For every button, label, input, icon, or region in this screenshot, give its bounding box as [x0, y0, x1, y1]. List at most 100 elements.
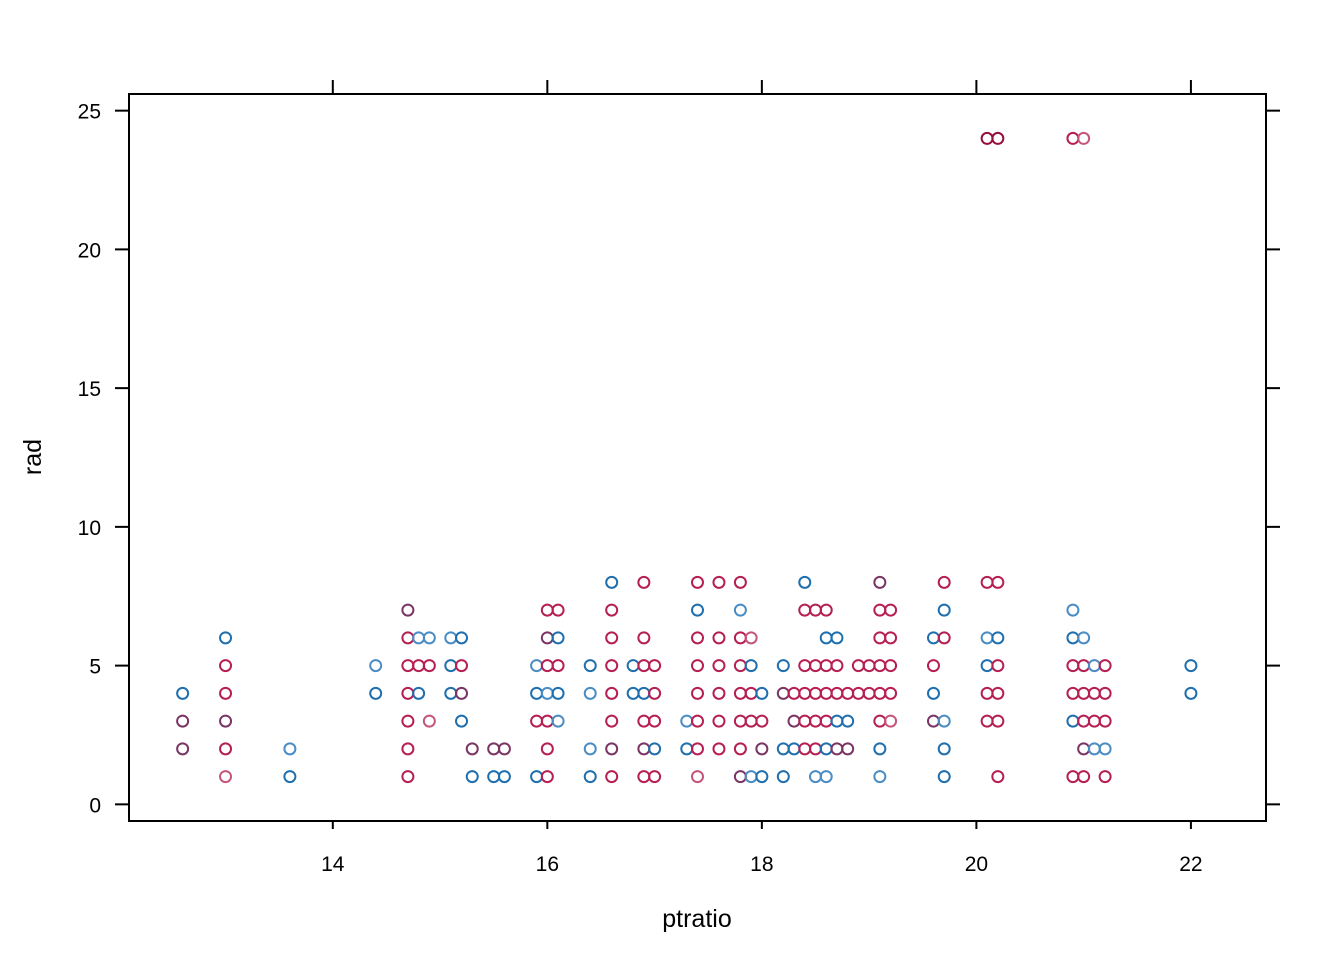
x-tick-label: 14	[321, 853, 345, 876]
data-point	[830, 631, 844, 645]
y-tick-label: 25	[78, 101, 101, 124]
data-point	[605, 575, 619, 589]
data-point	[851, 659, 865, 673]
data-point	[551, 659, 565, 673]
data-point	[530, 714, 544, 728]
data-point	[733, 603, 747, 617]
data-point	[540, 742, 554, 756]
data-point	[1066, 659, 1080, 673]
data-point	[937, 714, 951, 728]
data-point	[540, 770, 554, 784]
data-point	[884, 631, 898, 645]
data-point	[283, 742, 297, 756]
x-tick-label: 18	[750, 853, 773, 876]
data-point	[680, 714, 694, 728]
data-point	[648, 659, 662, 673]
data-point	[401, 631, 415, 645]
data-point	[680, 742, 694, 756]
data-point	[787, 742, 801, 756]
data-point	[798, 659, 812, 673]
data-point	[926, 631, 940, 645]
plot-panel	[128, 93, 1267, 822]
data-point	[873, 631, 887, 645]
data-point	[808, 659, 822, 673]
data-point	[1066, 131, 1080, 145]
data-point	[487, 770, 501, 784]
data-point	[808, 714, 822, 728]
data-point	[455, 631, 469, 645]
data-point	[884, 714, 898, 728]
data-point	[551, 603, 565, 617]
data-point	[819, 659, 833, 673]
data-point	[583, 770, 597, 784]
data-point	[937, 603, 951, 617]
x-axis-title: ptratio	[662, 905, 731, 933]
data-point	[776, 742, 790, 756]
data-point	[991, 714, 1005, 728]
data-point	[1087, 742, 1101, 756]
data-point	[980, 659, 994, 673]
data-point	[422, 631, 436, 645]
data-point	[744, 770, 758, 784]
data-point	[497, 770, 511, 784]
data-point	[755, 742, 769, 756]
data-point	[1066, 770, 1080, 784]
data-point	[444, 631, 458, 645]
data-point	[637, 631, 651, 645]
data-point	[530, 686, 544, 700]
data-point	[926, 686, 940, 700]
data-point	[401, 714, 415, 728]
data-point	[926, 714, 940, 728]
data-point	[691, 770, 704, 784]
data-point	[808, 742, 822, 756]
data-point	[830, 686, 844, 700]
data-point	[691, 575, 704, 589]
x-tick-label: 22	[1179, 853, 1202, 876]
data-point	[1066, 714, 1080, 728]
data-point	[755, 770, 769, 784]
data-point	[980, 714, 994, 728]
x-axis-bottom: 14 16 18 20 22	[321, 821, 1203, 876]
data-point	[841, 714, 855, 728]
data-point	[1077, 714, 1091, 728]
data-point	[219, 714, 233, 728]
data-point	[637, 686, 651, 700]
data-point	[873, 742, 887, 756]
data-point	[219, 686, 233, 700]
data-point	[1098, 714, 1112, 728]
data-point	[776, 686, 790, 700]
data-point	[712, 686, 726, 700]
data-point	[605, 631, 619, 645]
data-point	[733, 742, 747, 756]
data-point	[444, 659, 458, 673]
data-point	[530, 770, 544, 784]
data-point	[1066, 686, 1080, 700]
y-axis-right	[1266, 109, 1280, 806]
data-point	[712, 575, 726, 589]
data-point	[401, 659, 415, 673]
data-point	[819, 714, 833, 728]
data-point	[1066, 631, 1080, 645]
data-point	[744, 659, 758, 673]
data-point	[401, 770, 415, 784]
data-point	[605, 659, 619, 673]
data-point	[1077, 770, 1091, 784]
data-point	[991, 131, 1005, 145]
data-point	[422, 659, 436, 673]
data-point	[626, 686, 640, 700]
data-point	[605, 770, 619, 784]
data-point	[787, 686, 801, 700]
data-point	[819, 770, 833, 784]
data-point	[733, 770, 747, 784]
data-point	[862, 659, 876, 673]
data-point	[497, 742, 511, 756]
data-point	[401, 603, 415, 617]
data-point	[637, 714, 651, 728]
data-point	[980, 131, 994, 145]
data-point	[648, 742, 662, 756]
data-point	[830, 659, 844, 673]
data-point	[455, 686, 469, 700]
y-tick-label: 10	[78, 517, 101, 540]
x-tick-label: 20	[965, 853, 988, 876]
data-point	[798, 575, 812, 589]
